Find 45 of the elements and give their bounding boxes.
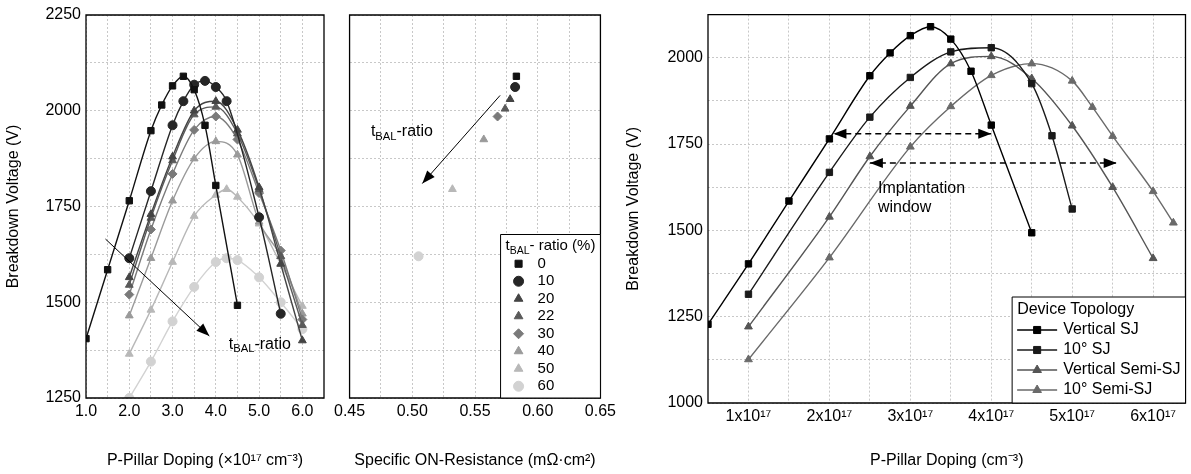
x-tick-label: 0.60 [522, 402, 554, 420]
y-tick-label: 1500 [45, 292, 82, 310]
x-axis-title: P-Pillar Doping (cm⁻³) [870, 450, 1024, 468]
legend-label: 50 [537, 358, 555, 376]
x-tick-label: 3.0 [161, 402, 184, 420]
x-tick-label: 0.55 [459, 402, 491, 420]
x-tick-label: 0.65 [584, 402, 617, 420]
y-tick-label: 1750 [667, 134, 704, 152]
x-tick-label: 2.0 [118, 402, 141, 420]
y-tick-label: 1250 [667, 307, 704, 325]
x-tick-label: 5x10¹⁷ [1049, 407, 1096, 425]
y-tick-label: 2250 [45, 5, 82, 23]
y-tick-label: 1000 [667, 393, 704, 411]
y-tick-label: 2000 [667, 48, 704, 66]
legend-label: 30 [537, 323, 555, 341]
legend-title: Device Topology [1017, 300, 1135, 318]
legend-label: Vertical SJ [1063, 320, 1139, 338]
y-tick-label: 2000 [45, 101, 82, 119]
y-axis-title: Breakdown Voltage (V) [624, 126, 642, 291]
x-axis-title: Specific ON-Resistance (mΩ·cm²) [354, 450, 596, 468]
x-axis-title: P-Pillar Doping (×10¹⁷ cm⁻³) [106, 450, 304, 468]
y-tick-label: 1750 [45, 196, 82, 214]
x-tick-label: 6.0 [291, 402, 314, 420]
legend-label: 0 [537, 253, 546, 271]
legend-label: Vertical Semi-SJ [1063, 360, 1181, 378]
annotation: Implantation window [876, 179, 966, 216]
x-tick-label: 0.45 [334, 402, 366, 420]
x-tick-label: 5.0 [247, 402, 271, 420]
x-tick-label: 0.50 [396, 402, 428, 420]
x-tick-label: 2x10¹⁷ [806, 407, 853, 425]
legend-label: 20 [537, 288, 555, 306]
legend-label: 10° Semi-SJ [1063, 380, 1153, 398]
legend-label: 10° SJ [1063, 340, 1111, 358]
x-tick-label: 3x10¹⁷ [887, 407, 934, 425]
x-tick-label: 4x10¹⁷ [968, 407, 1015, 425]
x-tick-label: 4.0 [204, 402, 228, 420]
legend-label: 22 [537, 306, 555, 324]
y-tick-label: 1500 [667, 220, 704, 238]
x-tick-label: 1.0 [74, 402, 98, 420]
legend-label: 60 [537, 376, 555, 394]
y-axis-title: Breakdown Voltage (V) [4, 124, 22, 289]
x-tick-label: 1x10¹⁷ [725, 407, 772, 425]
legend-label: 40 [537, 341, 555, 359]
legend-label: 10 [537, 271, 555, 289]
x-tick-label: 6x10¹⁷ [1130, 407, 1177, 425]
